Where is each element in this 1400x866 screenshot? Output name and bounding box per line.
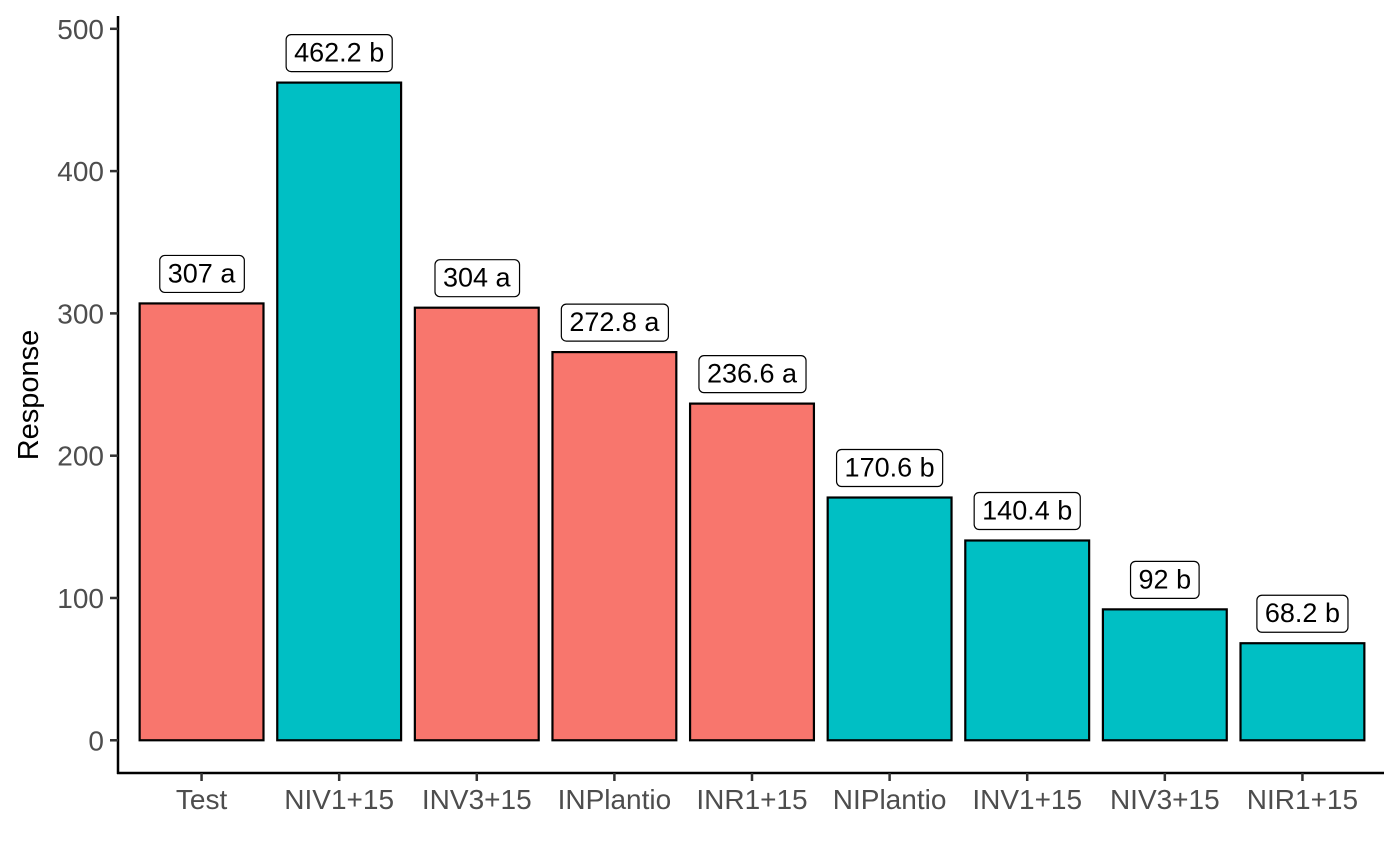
data-label-text: 68.2 b — [1265, 598, 1340, 628]
bar — [138, 302, 265, 742]
x-tick-label: NIR1+15 — [1247, 784, 1358, 815]
bar — [551, 350, 678, 742]
data-label-text: 272.8 a — [569, 307, 660, 337]
y-tick-label: 400 — [57, 156, 104, 187]
data-label-text: 462.2 b — [294, 38, 384, 68]
bar — [413, 306, 540, 742]
data-label: 68.2 b — [1256, 594, 1349, 633]
x-tick-label: Test — [176, 784, 228, 815]
data-label: 307 a — [159, 254, 245, 294]
data-label-box — [560, 303, 670, 342]
data-label-text: 304 a — [443, 263, 512, 293]
x-tick-label: INV1+15 — [972, 784, 1082, 815]
bar — [276, 81, 403, 742]
x-ticks: Test NIV1+15 INV3+15 INPlantio INR1+15 NIPlan… — [176, 773, 1358, 815]
data-label-box — [698, 355, 807, 394]
data-label-text: 307 a — [168, 258, 237, 288]
data-label: 272.8 a — [560, 303, 670, 342]
data-label: 140.4 b — [973, 491, 1081, 531]
data-label-text: 170.6 b — [845, 453, 935, 483]
x-tick-label: NIV3+15 — [1110, 784, 1220, 815]
x-tick-label: INV3+15 — [422, 784, 532, 815]
data-label-text: 140.4 b — [982, 495, 1072, 525]
y-tick-label: 200 — [57, 441, 104, 472]
data-label-box — [973, 491, 1081, 531]
y-tick-label: 100 — [57, 583, 104, 614]
x-tick-label: INPlantio — [558, 784, 672, 815]
y-axis-title: Response — [13, 330, 45, 461]
x-tick-label: NIV1+15 — [284, 784, 394, 815]
data-label-text: 92 b — [1139, 564, 1192, 594]
bars-layer — [138, 81, 1366, 742]
data-labels-layer: 307 a 462.2 b 304 a 272.8 a 236.6 a 170.6 b 14… — [159, 33, 1349, 633]
data-label: 236.6 a — [698, 355, 807, 394]
data-label: 462.2 b — [285, 33, 393, 73]
bar — [688, 402, 816, 742]
data-label-text: 236.6 a — [707, 359, 798, 389]
y-tick-label: 300 — [57, 298, 104, 329]
bar — [1239, 642, 1366, 742]
data-label-box — [1256, 594, 1349, 633]
data-label-box — [835, 448, 944, 488]
bar — [826, 496, 953, 742]
y-tick-label: 500 — [57, 14, 104, 45]
data-label-box — [285, 33, 393, 73]
x-tick-label: NIPlantio — [833, 784, 947, 815]
x-tick-label: INR1+15 — [696, 784, 807, 815]
y-tick-label: 0 — [88, 725, 104, 756]
bar — [1101, 608, 1228, 742]
bar — [964, 539, 1091, 742]
data-label-box — [1129, 560, 1200, 599]
axes-layer — [116, 16, 1384, 775]
data-label-box — [159, 254, 245, 294]
data-label: 170.6 b — [835, 448, 944, 488]
y-ticks: 0 100 200 300 400 500 — [57, 14, 118, 756]
data-label-box — [434, 259, 521, 298]
data-label: 92 b — [1129, 560, 1200, 599]
data-label: 304 a — [434, 259, 521, 298]
